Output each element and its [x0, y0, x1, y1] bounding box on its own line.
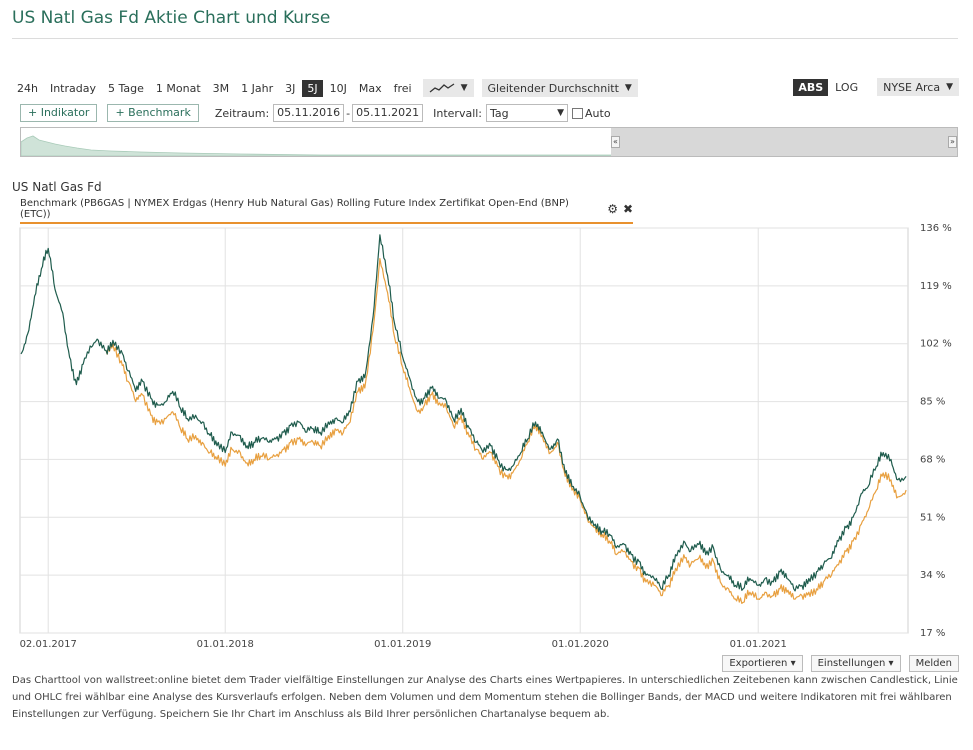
time-navigator[interactable]: « » [20, 127, 958, 157]
y-tick-label: 102 % [920, 339, 952, 350]
range-button[interactable]: 5J [302, 79, 323, 97]
scale-abs-button[interactable]: ABS [793, 78, 829, 96]
range-button[interactable]: Max [358, 81, 382, 95]
y-tick-label: 51 % [920, 512, 945, 523]
range-button[interactable]: 3M [212, 81, 230, 95]
zeitraum-label: Zeitraum: [214, 106, 270, 120]
y-tick-label: 85 % [920, 397, 945, 408]
controls-row: + Indikator + Benchmark Zeitraum: 05.11.… [20, 104, 611, 122]
chevron-down-icon: ▼ [460, 83, 468, 93]
report-button[interactable]: Melden [908, 655, 959, 672]
settings-button[interactable]: Einstellungen ▾ [810, 655, 901, 672]
chart-description: Das Charttool von wallstreet:online biet… [12, 675, 958, 720]
line-chart-icon [429, 83, 454, 93]
y-tick-label: 34 % [920, 570, 945, 581]
range-button[interactable]: 10J [329, 81, 347, 95]
y-tick-label: 17 % [920, 628, 945, 639]
chart-type-dropdown[interactable]: ▼ [422, 79, 474, 97]
date-separator: - [346, 106, 351, 120]
range-button[interactable]: frei [393, 81, 412, 95]
navigator-left-handle[interactable]: « [611, 136, 620, 148]
add-indicator-button[interactable]: + Indikator [20, 104, 98, 122]
intervall-label: Intervall: [433, 106, 483, 120]
chart-actions: Exportieren ▾ Einstellungen ▾ Melden [714, 655, 959, 672]
scale-controls: ABS LOG NYSE Arca ▼ [791, 78, 959, 96]
navigator-right-handle[interactable]: » [948, 136, 957, 148]
y-tick-label: 119 % [920, 281, 952, 292]
date-from-input[interactable]: 05.11.2016 [273, 104, 345, 122]
export-button[interactable]: Exportieren ▾ [722, 655, 803, 672]
range-button[interactable]: 1 Jahr [241, 81, 274, 95]
benchmark-legend: Benchmark (PB6GAS | NYMEX Erdgas (Henry … [20, 198, 633, 224]
indicator-dropdown-label: Gleitender Durchschnitt [487, 81, 619, 95]
x-tick-label: 01.01.2021 [730, 639, 787, 650]
range-button[interactable]: Intraday [49, 81, 96, 95]
exchange-label: NYSE Arca [883, 80, 941, 94]
range-button[interactable]: 1 Monat [155, 81, 201, 95]
x-tick-label: 01.01.2019 [374, 639, 431, 650]
y-tick-label: 68 % [920, 454, 945, 465]
series-line-instrument [20, 234, 907, 592]
gear-icon[interactable]: ⚙ [607, 202, 618, 216]
chevron-down-icon: ▼ [946, 82, 953, 92]
navigator-selection[interactable] [611, 128, 957, 156]
range-button[interactable]: 5 Tage [108, 81, 144, 95]
chevron-down-icon: ▼ [557, 108, 565, 118]
auto-label: Auto [585, 106, 611, 120]
x-tick-label: 01.01.2018 [197, 639, 254, 650]
intervall-value: Tag [490, 106, 509, 120]
x-tick-label: 01.01.2020 [552, 639, 609, 650]
auto-checkbox[interactable] [572, 107, 584, 119]
range-toolbar: 24h Intraday 5 Tage 1 Monat 3M 1 Jahr 3J 5J 10J M… [12, 78, 638, 98]
exchange-dropdown[interactable]: NYSE Arca ▼ [877, 78, 959, 96]
range-button[interactable]: 3J [285, 81, 296, 95]
range-button[interactable]: 24h [17, 81, 38, 95]
benchmark-label: Benchmark (PB6GAS | NYMEX Erdgas (Henry … [20, 198, 569, 220]
price-chart[interactable]: 136 % 119 % 102 % 85 % 68 % 51 % 34 % 17 % 02.01… [0, 220, 973, 650]
y-tick-label: 136 % [920, 223, 952, 234]
series-line-benchmark [105, 258, 907, 604]
x-tick-label: 02.01.2017 [20, 639, 77, 650]
date-to-input[interactable]: 05.11.2021 [352, 104, 424, 122]
instrument-name: US Natl Gas Fd [12, 180, 102, 194]
title-divider [12, 38, 958, 39]
chevron-down-icon: ▼ [624, 83, 632, 93]
range-buttons: 24h Intraday 5 Tage 1 Monat 3M 1 Jahr 3J 5J 10J M… [12, 79, 419, 97]
close-icon[interactable]: ✖ [622, 202, 634, 216]
plot-area [19, 227, 909, 634]
scale-log-button[interactable]: LOG [835, 80, 859, 94]
page-title: US Natl Gas Fd Aktie Chart und Kurse [12, 8, 331, 28]
add-benchmark-button[interactable]: + Benchmark [107, 104, 199, 122]
navigator-preview [21, 135, 621, 156]
indicator-dropdown[interactable]: Gleitender Durchschnitt ▼ [481, 79, 638, 97]
intervall-select[interactable]: Tag ▼ [486, 104, 569, 122]
